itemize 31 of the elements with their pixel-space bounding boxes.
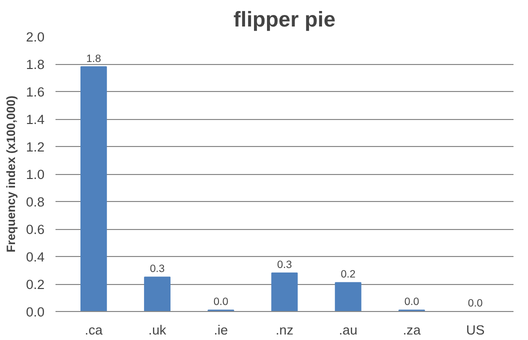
y-tick-label: 1.2	[26, 140, 45, 154]
y-tick-label: 1.6	[26, 84, 45, 100]
data-label: 0.3	[277, 259, 292, 271]
y-tick-label: 1.0	[26, 167, 45, 182]
y-tick-label: 2.0	[26, 30, 45, 44]
x-tick-label: .au	[338, 322, 358, 338]
data-label: 0.0	[468, 298, 483, 310]
y-tick-label: 0.6	[26, 222, 45, 237]
y-tick-label: 0.4	[26, 250, 46, 264]
x-tick-label: .uk	[148, 322, 167, 338]
bar	[144, 276, 170, 312]
chart-title: flipper pie	[234, 8, 336, 32]
y-tick-label: 0.8	[26, 194, 45, 210]
y-tick-label: 1.4	[26, 112, 46, 127]
x-tick-label: .ie	[214, 322, 228, 338]
x-tick-label: US	[466, 322, 485, 338]
data-label: 1.8	[86, 52, 102, 65]
data-label: 0.0	[213, 296, 228, 308]
data-label: 0.3	[150, 263, 165, 276]
y-tick-label: 0.0	[26, 304, 45, 320]
x-tick-label: .nz	[276, 322, 294, 338]
data-label: 0.0	[404, 296, 420, 308]
bar	[80, 66, 107, 312]
x-tick-label: .za	[402, 322, 422, 338]
y-tick-label: 1.8	[26, 57, 45, 72]
y-axis-title: Frequency index (x100,000)	[4, 96, 18, 252]
y-tick-label: 0.2	[26, 277, 45, 292]
bar	[334, 282, 362, 312]
bar	[271, 272, 298, 312]
x-tick-label: .ca	[84, 322, 104, 338]
data-label: 0.2	[340, 268, 356, 281]
